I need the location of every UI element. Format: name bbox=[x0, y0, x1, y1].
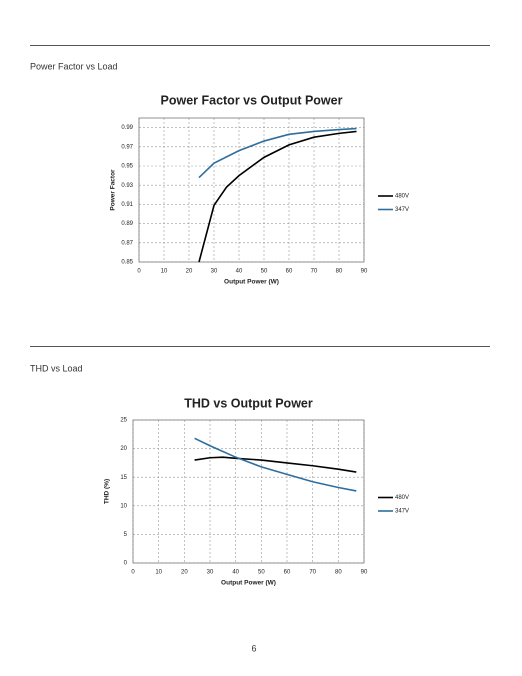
data-line bbox=[194, 456, 357, 473]
y-tick-label: 0.87 bbox=[121, 240, 133, 246]
y-tick-label: 0.95 bbox=[121, 164, 133, 170]
data-line bbox=[198, 127, 357, 179]
y-tick-label: 5 bbox=[124, 532, 128, 538]
x-tick-label: 20 bbox=[181, 570, 188, 576]
x-tick-label: 30 bbox=[211, 269, 218, 275]
plot-frame bbox=[138, 117, 365, 263]
x-tick-label: 50 bbox=[261, 269, 268, 275]
x-tick-label: 10 bbox=[155, 570, 162, 576]
y-tick-label: 0.99 bbox=[121, 125, 133, 131]
x-tick-label: 20 bbox=[186, 269, 193, 275]
x-axis-label: Output Power (W) bbox=[224, 279, 279, 286]
y-tick-label: 0.91 bbox=[121, 202, 133, 208]
chart-title: Power Factor vs Output Power bbox=[161, 93, 343, 107]
legend-label: 480V bbox=[395, 495, 409, 501]
x-tick-label: 50 bbox=[258, 570, 265, 576]
x-axis-label: Output Power (W) bbox=[221, 580, 276, 587]
plot-frame bbox=[132, 419, 365, 564]
y-axis-label: THD (%) bbox=[104, 479, 111, 504]
x-tick-label: 70 bbox=[309, 570, 316, 576]
x-tick-label: 90 bbox=[361, 570, 368, 576]
data-line bbox=[198, 130, 357, 263]
x-tick-label: 80 bbox=[336, 269, 343, 275]
y-tick-label: 0.93 bbox=[121, 183, 133, 189]
x-tick-label: 40 bbox=[232, 570, 239, 576]
y-tick-label: 0.89 bbox=[121, 221, 133, 227]
y-tick-label: 25 bbox=[120, 418, 127, 424]
section-heading: Power Factor vs Load bbox=[30, 61, 118, 71]
x-tick-label: 60 bbox=[286, 269, 293, 275]
y-tick-label: 0 bbox=[124, 561, 128, 567]
y-tick-label: 15 bbox=[120, 475, 127, 481]
y-tick-label: 20 bbox=[120, 446, 127, 452]
x-tick-label: 80 bbox=[335, 570, 342, 576]
x-tick-label: 40 bbox=[236, 269, 243, 275]
data-line bbox=[194, 437, 357, 492]
y-tick-label: 0.85 bbox=[121, 260, 133, 266]
x-tick-label: 90 bbox=[361, 269, 368, 275]
legend-label: 480V bbox=[395, 194, 409, 200]
x-tick-label: 60 bbox=[284, 570, 291, 576]
chart-title: THD vs Output Power bbox=[184, 396, 313, 410]
legend-label: 347V bbox=[395, 207, 409, 213]
y-tick-label: 0.97 bbox=[121, 144, 133, 150]
y-tick-label: 10 bbox=[120, 503, 127, 509]
y-axis-label: Power Factor bbox=[110, 169, 117, 211]
x-tick-label: 0 bbox=[137, 269, 141, 275]
x-tick-label: 10 bbox=[161, 269, 168, 275]
x-tick-label: 0 bbox=[131, 570, 135, 576]
section-heading: THD vs Load bbox=[30, 363, 83, 373]
x-tick-label: 70 bbox=[311, 269, 318, 275]
legend-label: 347V bbox=[395, 509, 409, 515]
page-number: 6 bbox=[251, 643, 256, 653]
x-tick-label: 30 bbox=[207, 570, 214, 576]
